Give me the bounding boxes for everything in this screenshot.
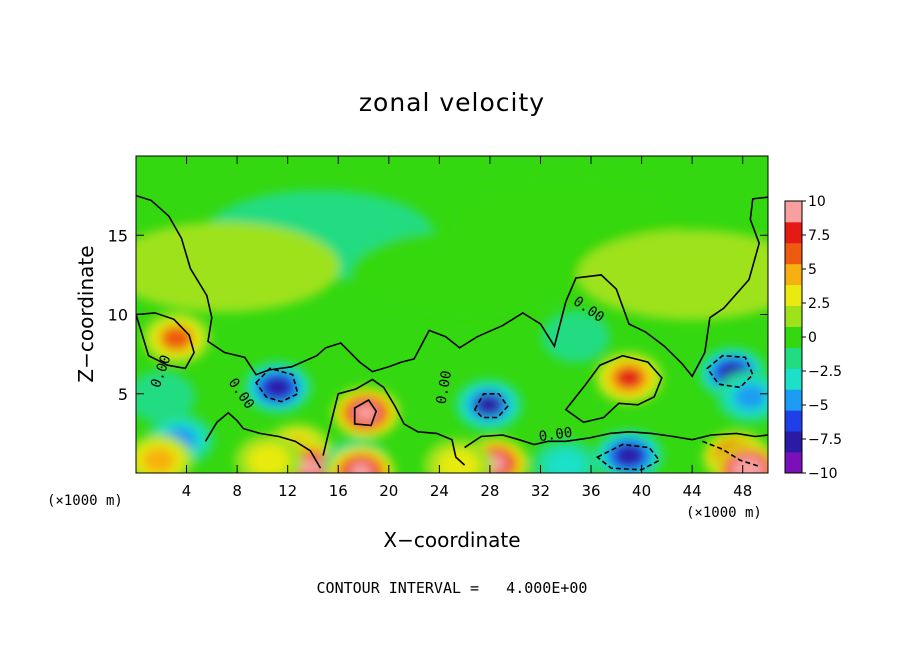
zero-contour (136, 312, 195, 370)
field-blob (577, 229, 768, 320)
negative-contour (702, 440, 761, 468)
x-axis-ticks: 4 8 12 16 20 24 28 32 36 40 44 48 (182, 156, 752, 500)
chart-title: zonal velocity (359, 88, 545, 117)
x-unit-left: (×1000 m) (47, 493, 123, 509)
x-tick-label: 36 (581, 482, 600, 500)
contour-label: 0.00 (538, 425, 574, 446)
field-blob (160, 325, 193, 351)
colorbar-tick-label: −5 (808, 398, 829, 414)
colorbar: 10 7.5 5 2.5 0 −2.5 −5 −7.5 −10 (784, 194, 842, 482)
colorbar-swatch (785, 389, 802, 411)
plot-area: 0.000.00 0.000.000.00 (136, 156, 768, 473)
field-blob (248, 444, 290, 473)
contour-interval-note: CONTOUR INTERVAL = 4.000E+00 (317, 579, 588, 597)
colorbar-swatch (785, 221, 802, 244)
x-tick-label: 48 (733, 482, 752, 500)
field-blob (734, 384, 767, 410)
field-blob (354, 403, 378, 422)
colorbar-swatch (785, 347, 802, 369)
field-blob (136, 370, 196, 423)
field-blob (616, 445, 642, 466)
colorbar-swatch (785, 263, 802, 286)
colorbar-swatch (785, 431, 802, 453)
colorbar-tick-label: 0 (808, 330, 817, 346)
y-tick-label: 15 (108, 226, 128, 245)
x-tick-label: 44 (683, 482, 702, 500)
zero-contour (136, 194, 768, 378)
colorbar-swatch (785, 305, 802, 327)
x-tick-label: 40 (632, 482, 651, 500)
x-tick-label: 4 (182, 482, 192, 500)
negative-contour (473, 393, 509, 419)
colorbar-swatch (785, 452, 802, 474)
y-tick-label: 5 (118, 385, 128, 404)
zero-contour (564, 354, 663, 424)
x-tick-label: 24 (430, 482, 449, 500)
field-blob (541, 310, 610, 363)
colorbar-swatch (785, 326, 802, 348)
contour-label: 0.00 (434, 369, 456, 405)
x-tick-label: 20 (379, 482, 398, 500)
colorbar-swatch (785, 201, 802, 223)
colorbar-swatch (785, 368, 802, 390)
x-axis-label: X−coordinate (383, 528, 520, 552)
colorbar-tick-label: 2.5 (808, 296, 830, 312)
y-axis-label: Z−coordinate (74, 245, 98, 382)
colorbar-tick-label: −10 (808, 466, 838, 482)
colorbar-swatch (785, 410, 802, 432)
colorbar-swatch (785, 284, 802, 307)
colorbar-swatch (785, 242, 802, 265)
field-blob (264, 377, 291, 398)
colorbar-tick-label: −2.5 (808, 364, 842, 380)
x-tick-label: 32 (531, 482, 550, 500)
colorbar-tick-label: 5 (808, 262, 817, 278)
zero-contour (692, 432, 768, 441)
x-tick-label: 16 (329, 482, 348, 500)
field-blob (614, 367, 644, 389)
zero-contour (204, 411, 322, 469)
x-tick-label: 28 (480, 482, 499, 500)
field-blob (474, 394, 503, 416)
y-tick-label: 10 (108, 306, 128, 325)
zero-contour (353, 399, 378, 427)
field-blob (349, 462, 373, 473)
zero-contour (464, 430, 693, 449)
x-tick-label: 12 (278, 482, 297, 500)
field-blob (437, 449, 480, 473)
field-blob (142, 447, 176, 473)
y-axis-ticks: 5 10 15 (108, 226, 768, 404)
negative-contour (706, 354, 754, 389)
colorbar-tick-label: 10 (808, 194, 826, 210)
field-blob (545, 449, 587, 473)
zero-contours (136, 194, 768, 471)
zero-contour (322, 378, 466, 466)
negative-contour (595, 443, 661, 471)
x-tick-label: 8 (232, 482, 242, 500)
field-blob (136, 221, 340, 312)
colorbar-tick-label: 7.5 (808, 228, 830, 244)
x-unit-right: (×1000 m) (686, 505, 762, 521)
colorbar-tick-label: −7.5 (808, 432, 842, 448)
negative-contour (255, 367, 299, 403)
